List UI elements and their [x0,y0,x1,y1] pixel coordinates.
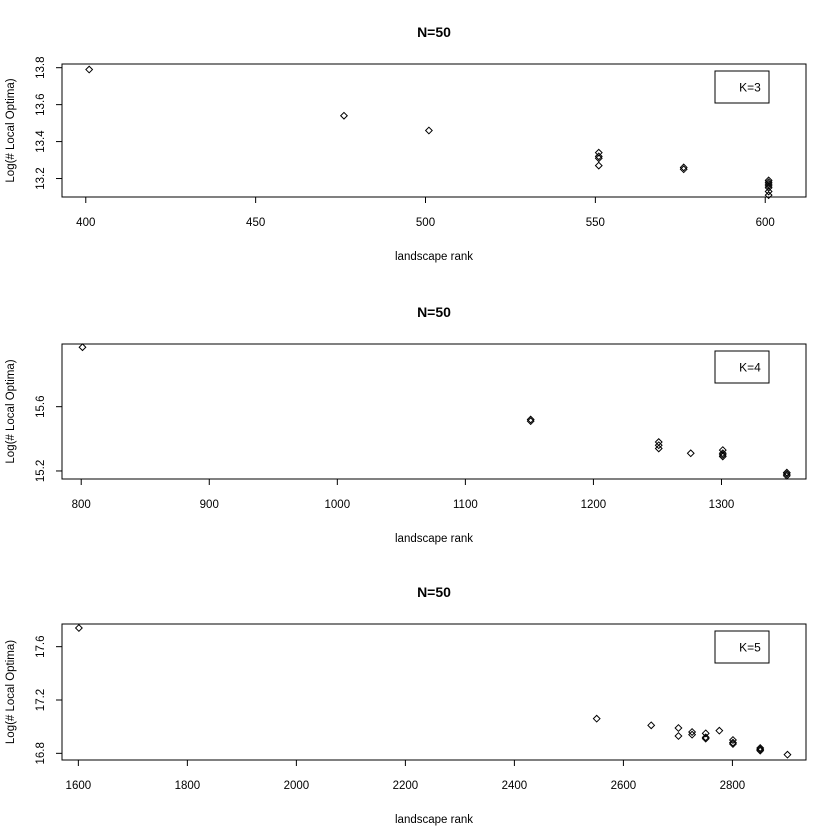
x-tick-label: 2600 [611,780,637,792]
y-tick-label: 15.6 [35,395,47,417]
data-point [764,187,773,196]
y-tick-label: 15.2 [35,460,47,482]
data-point [594,161,603,170]
x-tick-label: 2400 [502,780,528,792]
x-tick-label: 400 [76,217,95,229]
legend-label: K=4 [739,361,761,375]
x-tick-label: 1100 [453,499,478,511]
data-point [85,65,94,74]
data-point [782,471,791,480]
data-point [424,126,433,135]
data-point [674,723,683,733]
y-tick-label: 13.8 [35,56,47,78]
chart-title: N=50 [417,304,451,320]
x-tick-label: 1800 [175,780,201,792]
x-axis-label: landscape rank [395,533,473,545]
chart-title: N=50 [417,584,451,600]
data-point [718,452,727,461]
x-tick-label: 2800 [720,780,746,792]
data-point [728,739,737,749]
data-point [679,165,688,174]
data-point [594,152,603,161]
y-tick-label: 16.8 [35,742,47,764]
data-point [654,441,663,450]
x-tick-label: 500 [416,217,435,229]
y-axis-label: Log(# Local Optima) [5,640,17,744]
data-point [764,181,773,190]
data-point [701,729,710,738]
y-tick-label: 17.2 [35,689,47,711]
y-tick-label: 13.6 [35,93,47,115]
data-point [756,746,765,755]
data-point [756,745,765,754]
x-tick-label: 800 [72,499,91,511]
data-point [594,148,603,157]
data-point [647,721,656,730]
data-point [764,176,773,185]
data-point [701,734,710,743]
x-tick-label: 550 [586,217,605,229]
data-point [764,178,773,187]
chart-panel-1: N=50 400 450 500 550 600 13.2 13.4 13.6 13.8 lands… [5,24,807,263]
data-point [783,750,792,759]
data-point [679,163,688,172]
legend-box [714,630,770,664]
x-tick-label: 900 [200,499,219,511]
data-point [594,154,603,163]
x-axis-label: landscape rank [395,251,473,263]
data-point [688,727,697,737]
data-point [701,733,710,742]
legend-label: K=5 [739,641,761,655]
x-tick-label: 450 [246,217,265,229]
data-point [718,449,727,458]
data-point [339,111,348,120]
data-point [686,449,695,458]
x-tick-label: 1600 [66,780,92,792]
legend-label: K=3 [739,81,761,95]
data-point [526,415,535,424]
x-tick-label: 1200 [581,499,607,511]
x-tick-label: 1000 [325,499,351,511]
data-point [728,738,737,747]
data-point [782,468,791,477]
y-tick-label: 13.4 [35,130,47,153]
data-point [674,731,683,741]
x-tick-label: 2000 [284,780,310,792]
x-tick-label: 1300 [709,499,735,511]
plot-frame [61,63,807,198]
plot-frame [61,623,807,761]
data-point [654,444,663,453]
plot-frame [61,343,807,480]
data-point [688,730,697,739]
data-point [756,743,765,753]
data-point [715,726,724,735]
chart-panel-2: N=50 800 900 1000 1100 1200 1300 15.2 15.6 landsc… [5,304,807,545]
data-point [782,470,791,479]
legend-box [714,350,770,384]
y-axis-label: Log(# Local Optima) [5,78,17,182]
data-point [526,417,535,426]
x-tick-label: 600 [756,217,775,229]
data-point [78,343,87,352]
data-point [764,180,773,189]
x-axis-label: landscape rank [395,814,473,826]
data-point [718,450,727,459]
y-tick-label: 13.2 [35,167,47,189]
data-point [764,191,773,200]
x-tick-label: 2200 [393,780,419,792]
data-point [728,735,737,745]
data-point [764,183,773,192]
data-point [592,714,601,723]
chart-title: N=50 [417,24,451,40]
data-point [74,623,83,633]
y-axis-label: Log(# Local Optima) [5,359,17,463]
y-tick-label: 17.6 [35,635,47,657]
legend-box [714,70,770,104]
chart-panel-3: N=50 1600 1800 2000 2200 2400 2600 2800 16.8 17.2… [5,584,807,826]
